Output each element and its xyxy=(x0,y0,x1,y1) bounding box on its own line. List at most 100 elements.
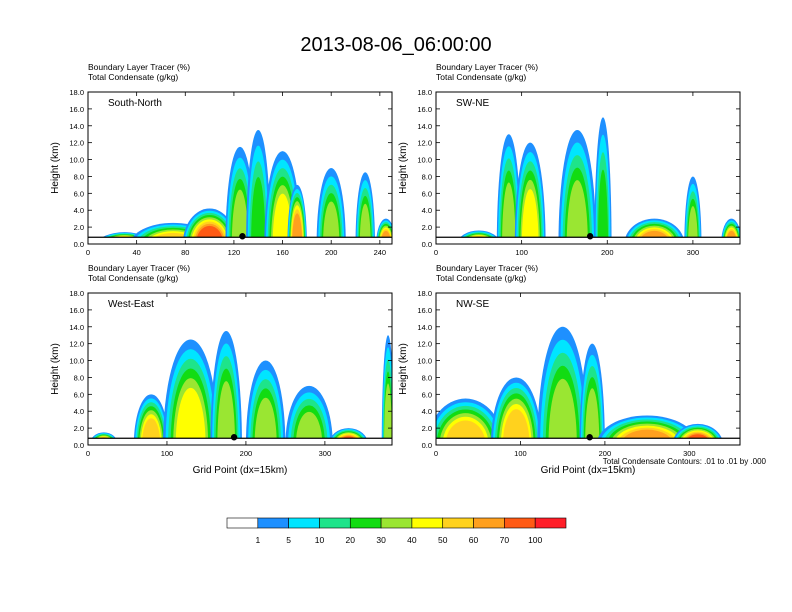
y-tick-label: 16.0 xyxy=(417,105,432,114)
x-tick-label: 120 xyxy=(228,248,241,257)
y-tick-label: 6.0 xyxy=(74,390,84,399)
y-tick-label: 16.0 xyxy=(69,306,84,315)
x-tick-label: 200 xyxy=(599,449,612,458)
x-tick-label: 0 xyxy=(86,449,90,458)
x-tick-label: 200 xyxy=(240,449,253,458)
colorbar-label: 20 xyxy=(346,535,356,545)
panel-header-condensate: Total Condensate (g/kg) xyxy=(88,72,178,82)
panel-nw-se: Boundary Layer Tracer (%)Total Condensat… xyxy=(398,263,741,476)
y-tick-label: 2.0 xyxy=(422,424,432,433)
x-tick-label: 40 xyxy=(132,248,140,257)
colorbar-swatch xyxy=(288,517,320,529)
field-blob xyxy=(502,182,516,244)
field-blob xyxy=(323,201,340,244)
field-blob xyxy=(384,383,392,445)
colorbar-swatch xyxy=(534,517,567,529)
y-tick-label: 2.0 xyxy=(422,223,432,232)
figure-title: 2013-08-06_06:00:00 xyxy=(300,34,491,56)
field-blob xyxy=(295,411,323,445)
field-blob xyxy=(272,193,293,244)
panel-label: NW-SE xyxy=(456,299,489,310)
location-marker xyxy=(230,434,238,441)
field-blob xyxy=(251,177,266,244)
panel-south-north: Boundary Layer Tracer (%)Total Condensat… xyxy=(50,62,393,257)
plot-frame xyxy=(87,292,393,446)
y-tick-label: 14.0 xyxy=(417,122,432,131)
field-blob xyxy=(521,189,539,244)
panel-header-tracer: Boundary Layer Tracer (%) xyxy=(436,263,538,273)
colorbar-label: 5 xyxy=(286,535,291,545)
x-tick-label: 100 xyxy=(515,248,528,257)
panel-header-condensate: Total Condensate (g/kg) xyxy=(88,273,178,283)
y-tick-label: 10.0 xyxy=(69,156,84,165)
field-blob xyxy=(254,397,277,445)
colorbar-label: 30 xyxy=(376,535,386,545)
plot-area xyxy=(436,117,740,244)
colorbar-swatch xyxy=(442,517,474,529)
y-tick-label: 6.0 xyxy=(74,189,84,198)
x-tick-label: 300 xyxy=(687,248,700,257)
panel-header-tracer: Boundary Layer Tracer (%) xyxy=(88,62,190,72)
plot-area xyxy=(436,326,740,445)
field-blob xyxy=(217,381,236,445)
plot-frame xyxy=(87,91,393,245)
x-tick-label: 100 xyxy=(514,449,527,458)
terrain xyxy=(88,438,392,445)
y-tick-label: 2.0 xyxy=(74,424,84,433)
y-tick-label: 14.0 xyxy=(417,323,432,332)
x-tick-label: 300 xyxy=(683,449,696,458)
y-tick-label: 12.0 xyxy=(69,340,84,349)
y-tick-label: 8.0 xyxy=(422,373,432,382)
colorbar-swatch xyxy=(473,517,505,529)
colorbar-swatch xyxy=(257,517,289,529)
panel-header-tracer: Boundary Layer Tracer (%) xyxy=(88,263,190,273)
colorbar-swatch xyxy=(226,517,259,529)
plot-area xyxy=(88,331,392,445)
x-tick-label: 160 xyxy=(276,248,289,257)
x-tick-label: 200 xyxy=(325,248,338,257)
y-tick-label: 18.0 xyxy=(417,289,432,298)
x-tick-label: 240 xyxy=(374,248,387,257)
y-tick-label: 8.0 xyxy=(74,172,84,181)
x-axis-label: Grid Point (dx=15km) xyxy=(541,465,636,476)
y-axis-label: Height (km) xyxy=(398,343,409,395)
colorbar-label: 50 xyxy=(438,535,448,545)
y-tick-label: 10.0 xyxy=(417,357,432,366)
panel-label: West-East xyxy=(108,299,154,310)
colorbar: 1 5 10 20 30 40 50 60 70 100 xyxy=(226,517,567,545)
colorbar-label: 40 xyxy=(407,535,417,545)
y-tick-label: 0.0 xyxy=(422,441,432,450)
y-tick-label: 6.0 xyxy=(422,390,432,399)
y-tick-label: 8.0 xyxy=(422,172,432,181)
y-tick-label: 0.0 xyxy=(74,441,84,450)
contour-note: Total Condensate Contours: .01 to .01 by… xyxy=(603,457,767,466)
field-blob xyxy=(585,388,600,445)
colorbar-swatch xyxy=(349,517,382,529)
y-tick-label: 4.0 xyxy=(422,407,432,416)
colorbar-swatch xyxy=(504,517,536,529)
terrain xyxy=(88,237,392,244)
location-marker xyxy=(586,233,594,240)
x-tick-label: 0 xyxy=(86,248,90,257)
colorbar-label: 1 xyxy=(255,535,260,545)
panel-sw-ne: Boundary Layer Tracer (%)Total Condensat… xyxy=(398,62,741,257)
x-tick-label: 80 xyxy=(181,248,189,257)
colorbar-label: 100 xyxy=(528,535,542,545)
panel-label: SW-NE xyxy=(456,98,489,109)
field-blob xyxy=(175,387,206,445)
field-blob xyxy=(597,169,609,244)
panel-west-east: Boundary Layer Tracer (%)Total Condensat… xyxy=(50,263,393,476)
panel-header-condensate: Total Condensate (g/kg) xyxy=(436,273,526,283)
y-tick-label: 14.0 xyxy=(69,122,84,131)
y-tick-label: 8.0 xyxy=(74,373,84,382)
panel-header-condensate: Total Condensate (g/kg) xyxy=(436,72,526,82)
plot-frame xyxy=(435,91,741,245)
field-blob xyxy=(688,206,698,244)
terrain xyxy=(436,237,740,244)
x-tick-label: 0 xyxy=(434,449,438,458)
y-tick-label: 0.0 xyxy=(74,240,84,249)
colorbar-swatch xyxy=(319,517,351,529)
x-tick-label: 0 xyxy=(434,248,438,257)
terrain xyxy=(436,438,740,445)
field-blob xyxy=(548,378,577,445)
